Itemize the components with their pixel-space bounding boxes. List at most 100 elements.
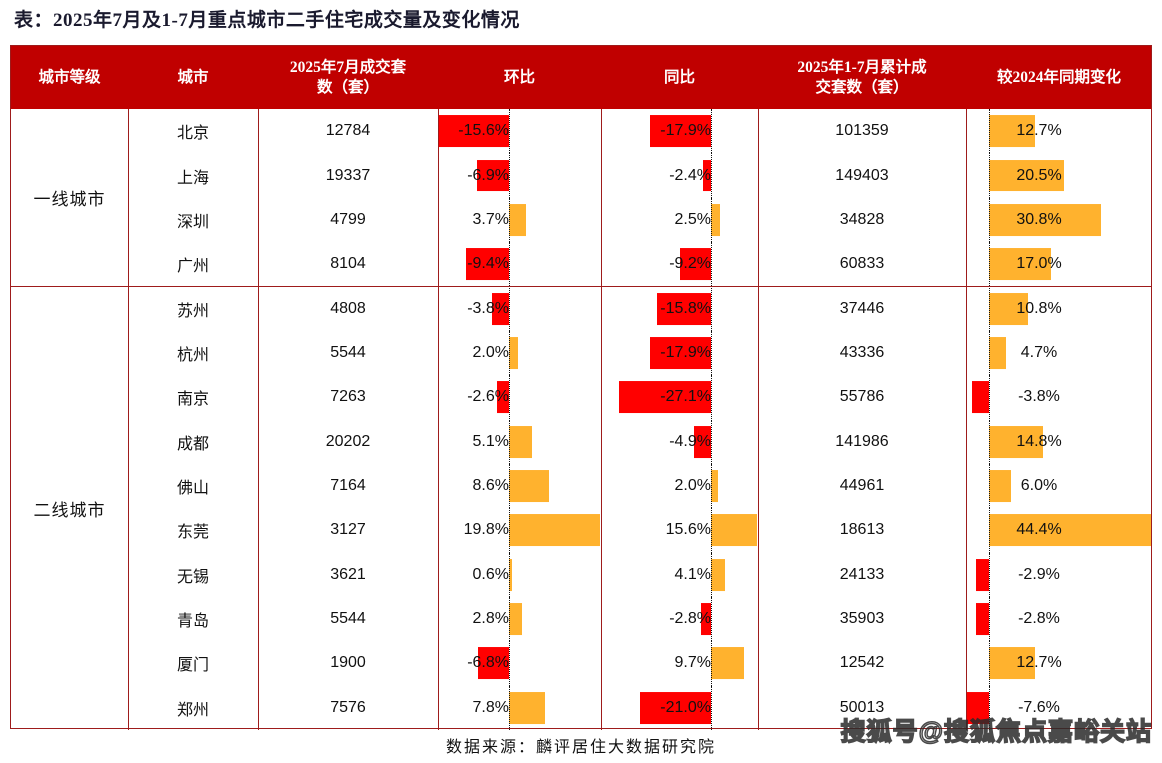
cell-city: 北京 [176,125,209,143]
cell-cum_chg-label: 14.8% [1016,432,1062,450]
databar-positive [509,558,512,591]
table-row: 广州 8104 60833 -9.4% -9.2% 17.0% [11,242,1151,287]
cell-mom-label: -2.6% [467,388,509,406]
databar-negative [694,425,711,458]
cell-mom-databar: 0.6% [438,552,601,597]
cell-cum_chg-databar: -2.9% [966,552,1152,597]
table-row: 无锡 3621 24133 0.6% 4.1% -2.9% [11,552,1152,597]
cell-city: 郑州 [176,701,209,719]
cell-mom-label: -9.4% [467,255,509,273]
cell-cum_chg-label: -2.8% [1018,610,1060,628]
cell-jul_units: 3127 [330,521,366,539]
zero-baseline [509,153,510,198]
zero-baseline [509,641,510,686]
cell-yoy-databar: 2.5% [601,197,758,243]
zero-baseline [989,685,990,730]
zero-baseline [509,508,510,553]
databar-negative [650,336,711,369]
table-row: 厦门 1900 12542 -6.8% 9.7% 12.7% [11,641,1151,686]
cell-cum_chg-databar: 4.7% [966,330,1152,376]
zero-baseline [989,552,990,597]
databar-positive [989,336,1007,369]
cell-jul_units: 5544 [330,610,366,628]
cell-yoy-label: 2.0% [674,477,711,495]
cell-city: 青岛 [176,613,209,631]
tier-cell-1: 二线城市 [33,500,106,520]
cell-yoy-databar: -4.9% [601,419,758,464]
column-header-yoy: 同比 [663,68,695,86]
cell-jul_units: 4799 [330,210,366,228]
cell-cum_units: 12542 [839,654,885,672]
cell-mom-databar: -15.6% [438,109,601,154]
cell-mom-label: -6.9% [467,166,509,184]
cell-cum_chg-label: 6.0% [1020,477,1058,495]
cell-city: 南京 [176,391,209,409]
cell-mom-label: 19.8% [463,521,509,539]
zero-baseline [711,109,712,154]
table-row: 北京 12784 101359 -15.6% -17.9% 12.7% [11,109,1151,154]
cell-cum_chg-label: 12.7% [1016,654,1062,672]
databar-positive [989,203,1102,236]
databar-negative [497,381,509,414]
zero-baseline [509,596,510,642]
cell-cum_chg-databar: 44.4% [966,508,1152,553]
cell-cum_chg-label: -3.8% [1018,388,1060,406]
cell-cum_units: 18613 [839,521,885,539]
databar-positive [711,203,720,236]
databar-positive [509,203,527,236]
cell-city: 厦门 [176,657,209,675]
cell-cum_chg-label: -2.9% [1018,565,1060,583]
cell-yoy-databar: 15.6% [601,508,758,553]
cell-mom-label: 7.8% [472,698,509,716]
zero-baseline [711,286,712,331]
cell-cum_chg-databar: 6.0% [966,463,1152,509]
table-body: 北京 12784 101359 -15.6% -17.9% 12.7% 上海 19337 149… [11,109,1151,730]
cell-jul_units: 20202 [325,432,371,450]
cell-cum_chg-databar: -3.8% [966,375,1152,420]
databar-positive [509,603,522,636]
cell-jul_units: 19337 [325,166,371,184]
cell-cum_chg-label: 20.5% [1016,166,1062,184]
cell-yoy-label: 15.6% [665,521,711,539]
cell-cum_units: 24133 [839,565,885,583]
zero-baseline [509,685,510,730]
cell-yoy-label: -17.9% [660,122,711,140]
cell-cum_chg-label: 10.8% [1016,299,1062,317]
cell-city: 苏州 [176,302,209,320]
databar-negative [477,647,509,680]
cell-jul_units: 7576 [330,698,366,716]
databar-positive [509,514,600,547]
cell-mom-label: 2.0% [472,343,509,361]
zero-baseline [989,419,990,464]
cell-mom-databar: 19.8% [438,508,601,553]
cell-city: 深圳 [176,213,209,231]
databar-positive [989,115,1036,148]
column-divider [758,109,759,730]
zero-baseline [989,375,990,420]
cell-yoy-databar: -17.9% [601,330,758,376]
cell-yoy-label: -27.1% [660,388,711,406]
zero-baseline [711,508,712,553]
column-divider [258,109,259,730]
column-divider [966,109,967,730]
zero-baseline [989,596,990,642]
cell-yoy-label: -15.8% [660,299,711,317]
tier-divider [11,286,1151,288]
databar-positive [711,514,757,547]
cell-mom-databar: -2.6% [438,375,601,420]
cell-mom-label: -15.6% [458,122,509,140]
table-row: 佛山 7164 44961 8.6% 2.0% 6.0% [11,463,1152,509]
cell-city: 无锡 [176,568,209,586]
cell-cum_chg-label: 17.0% [1016,255,1062,273]
zero-baseline [509,197,510,243]
cell-cum_units: 37446 [839,299,885,317]
cell-cum_units: 101359 [835,122,889,140]
cell-yoy-databar: -9.2% [601,242,758,287]
table-row: 苏州 4808 37446 -3.8% -15.8% 10.8% [11,286,1151,331]
cell-cum_units: 149403 [835,166,889,184]
cell-yoy-label: -21.0% [660,698,711,716]
cell-cum_chg-databar: -2.8% [966,596,1152,642]
cell-jul_units: 1900 [330,654,366,672]
databar-negative [701,603,711,636]
cell-yoy-databar: -2.4% [601,153,758,198]
